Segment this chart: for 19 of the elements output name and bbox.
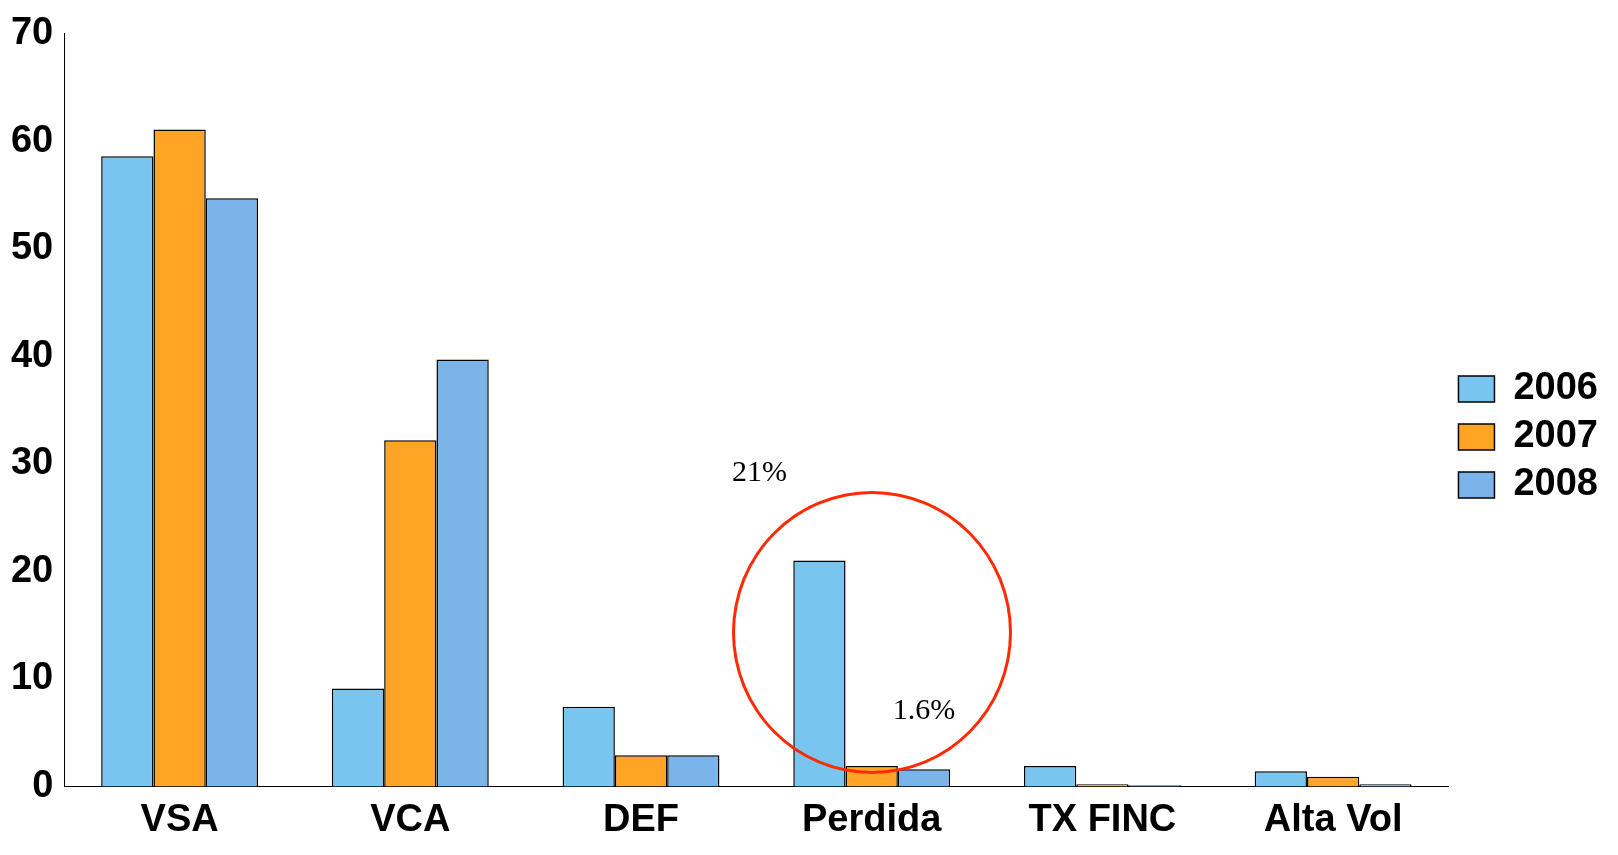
x-tick-label: VSA [140, 796, 219, 839]
legend-label: 2008 [1513, 461, 1599, 504]
legend-label: 2007 [1513, 413, 1599, 456]
annotation: 1.6% [892, 692, 956, 726]
annotation: 21% [731, 453, 787, 487]
x-tick-label: VCA [370, 796, 451, 839]
y-tick-label: 20 [10, 547, 54, 590]
y-tick-label: 0 [32, 762, 54, 805]
x-tick-label: DEF [603, 796, 680, 839]
y-tick-label: 30 [10, 440, 54, 483]
y-tick-label: 40 [10, 332, 54, 375]
y-tick-label: 10 [10, 655, 54, 698]
x-tick-label: TX FINC [1028, 796, 1177, 839]
y-tick-label: 50 [10, 225, 54, 268]
x-tick-label: Alta Vol [1263, 796, 1403, 839]
legend-label: 2006 [1513, 365, 1599, 408]
y-tick-label: 60 [10, 117, 54, 160]
x-tick-label: Perdida [802, 796, 943, 839]
y-tick-label: 70 [10, 10, 54, 53]
